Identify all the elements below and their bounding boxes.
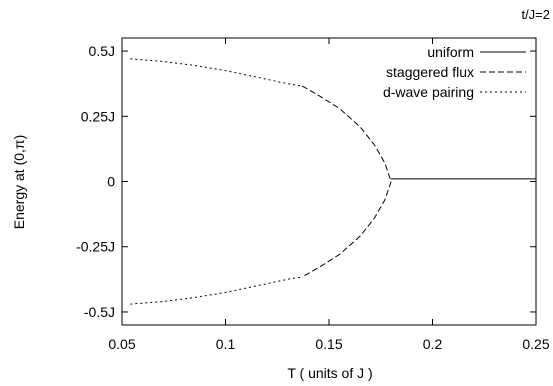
x-tick-label-3: 0.2 [423, 336, 443, 352]
series-d-wave-pairing-line-1 [130, 276, 303, 305]
series-staggered-flux-line-0 [301, 85, 392, 182]
y-axis-label: Energy at (0,π) [11, 135, 27, 229]
y-tick-label-4: -0.5J [84, 304, 115, 320]
y-tick-label-3: -0.25J [76, 239, 115, 255]
legend-label-0: uniform [427, 44, 474, 60]
legend: uniform staggered flux d-wave pairing [383, 44, 526, 100]
x-tick-label-1: 0.1 [216, 336, 236, 352]
ticks: 0.05 0.1 0.15 0.2 0.25 0.5J 0.25J 0 -0.25J -0.5J [76, 38, 550, 352]
x-tick-label-4: 0.25 [522, 336, 549, 352]
y-tick-label-0: 0.5J [89, 43, 115, 59]
series-layer [130, 58, 536, 305]
legend-label-2: d-wave pairing [383, 84, 474, 100]
series-staggered-flux-line-1 [301, 181, 392, 278]
legend-label-1: staggered flux [386, 64, 474, 80]
x-axis-label: T ( units of J ) [287, 365, 372, 381]
y-tick-label-1: 0.25J [81, 108, 115, 124]
plot-frame [121, 37, 537, 326]
x-tick-label-0: 0.05 [108, 336, 135, 352]
corner-annotation: t/J=2 [521, 7, 550, 22]
y-tick-label-2: 0 [107, 174, 115, 190]
series-d-wave-pairing-line-0 [130, 58, 303, 87]
x-tick-label-2: 0.15 [315, 336, 342, 352]
